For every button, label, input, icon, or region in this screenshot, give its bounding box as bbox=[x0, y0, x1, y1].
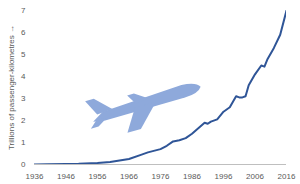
svg-text:2016: 2016 bbox=[278, 172, 296, 181]
svg-text:1976: 1976 bbox=[152, 172, 170, 181]
svg-text:Trillions of passenger-kilomet: Trillions of passenger-kilometres → bbox=[7, 25, 16, 150]
svg-text:0: 0 bbox=[21, 160, 26, 169]
svg-text:1946: 1946 bbox=[57, 172, 75, 181]
svg-text:1966: 1966 bbox=[120, 172, 138, 181]
svg-text:1986: 1986 bbox=[183, 172, 201, 181]
svg-text:2006: 2006 bbox=[246, 172, 264, 181]
svg-text:7: 7 bbox=[21, 6, 26, 15]
svg-text:1956: 1956 bbox=[89, 172, 107, 181]
svg-text:6: 6 bbox=[21, 28, 26, 37]
svg-text:1: 1 bbox=[21, 138, 26, 147]
svg-text:5: 5 bbox=[21, 50, 26, 59]
svg-text:3: 3 bbox=[21, 94, 26, 103]
svg-text:2: 2 bbox=[21, 116, 26, 125]
svg-text:1936: 1936 bbox=[26, 172, 44, 181]
svg-text:1996: 1996 bbox=[215, 172, 233, 181]
svg-text:4: 4 bbox=[21, 72, 26, 81]
